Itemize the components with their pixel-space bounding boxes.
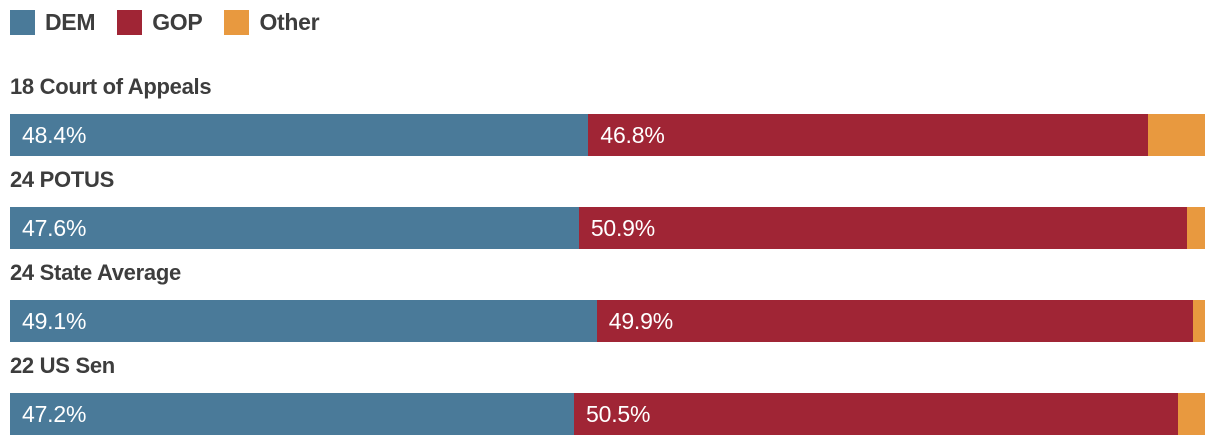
gop-bar-segment[interactable]: 46.8% [588, 114, 1148, 156]
gop-bar-segment[interactable]: 49.9% [596, 300, 1194, 342]
dem-value-label: 47.6% [22, 215, 87, 241]
other-swatch-icon [224, 10, 250, 35]
category-label: 24 State Average [10, 260, 181, 285]
gop-swatch-icon [117, 10, 143, 35]
other-bar-segment[interactable] [1187, 207, 1205, 249]
dem-bar-segment[interactable]: 47.2% [10, 393, 575, 435]
legend-item-dem: DEM [10, 9, 96, 36]
dem-bar-segment[interactable]: 49.1% [10, 300, 597, 342]
other-bar-segment[interactable] [1177, 393, 1205, 435]
dem-bar-segment[interactable]: 48.4% [10, 114, 589, 156]
category-label: 18 Court of Appeals [10, 74, 212, 99]
gop-value-label: 50.5% [586, 401, 651, 427]
dem-value-label: 49.1% [22, 308, 87, 334]
stacked-bar: 47.6% 50.9% [10, 207, 1205, 249]
other-bar-segment[interactable] [1147, 114, 1205, 156]
bar-group: 18 Court of Appeals 48.4% 46.8% [10, 75, 1205, 156]
stacked-bar: 47.2% 50.5% [10, 393, 1205, 435]
gop-value-label: 50.9% [590, 215, 656, 241]
dem-value-label: 48.4% [22, 122, 87, 148]
gop-value-label: 46.8% [600, 122, 665, 148]
legend-item-gop: GOP [117, 9, 203, 36]
legend-label-other: Other [259, 9, 320, 35]
dem-bar-segment[interactable]: 47.6% [10, 207, 579, 249]
bar-group: 24 POTUS 47.6% 50.9% [10, 168, 1205, 249]
bar-group: 22 US Sen 47.2% 50.5% [10, 354, 1205, 435]
gop-bar-segment[interactable]: 50.9% [578, 207, 1188, 249]
category-label: 24 POTUS [10, 167, 114, 192]
category-label: 22 US Sen [10, 353, 115, 378]
gop-bar-segment[interactable]: 50.5% [574, 393, 1178, 435]
dem-swatch-icon [10, 10, 35, 35]
stacked-bar: 49.1% 49.9% [10, 300, 1205, 342]
legend: DEM GOP Other [10, 9, 1205, 36]
dem-value-label: 47.2% [22, 401, 87, 427]
legend-label-gop: GOP [152, 9, 203, 35]
stacked-bar: 48.4% 46.8% [10, 114, 1205, 156]
legend-label-dem: DEM [45, 9, 96, 35]
legend-item-other: Other [224, 9, 320, 36]
bar-group: 24 State Average 49.1% 49.9% [10, 261, 1205, 342]
gop-value-label: 49.9% [608, 308, 673, 334]
other-bar-segment[interactable] [1193, 300, 1205, 342]
